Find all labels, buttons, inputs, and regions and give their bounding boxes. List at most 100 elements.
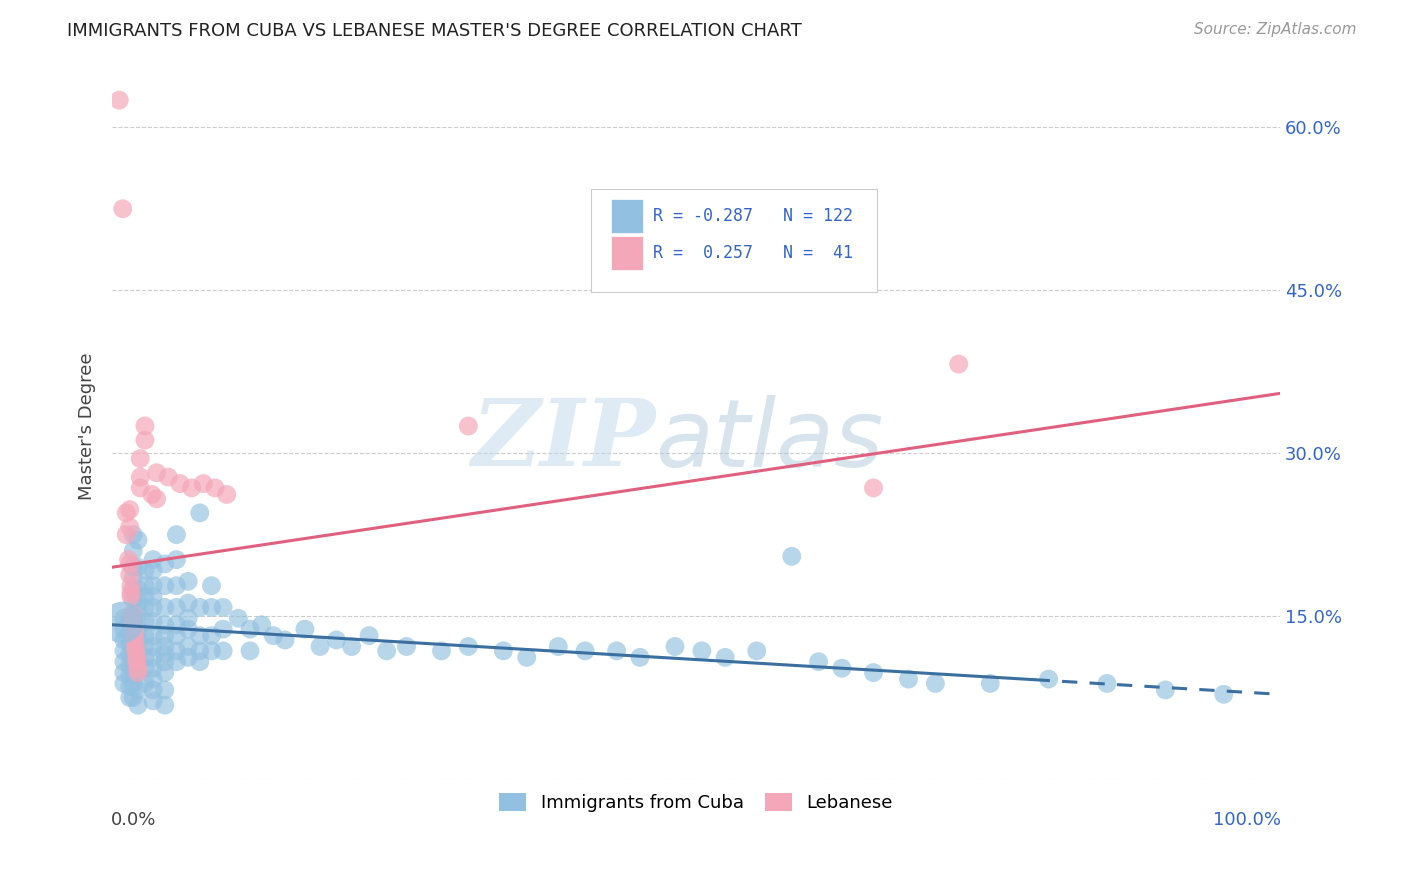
- Point: [127, 582, 149, 596]
- Point: [142, 590, 165, 604]
- Point: [129, 481, 152, 495]
- Point: [166, 629, 188, 643]
- Point: [122, 632, 145, 647]
- Text: R =  0.257   N =  41: R = 0.257 N = 41: [652, 244, 853, 262]
- Point: [690, 644, 713, 658]
- Point: [153, 682, 176, 697]
- Point: [122, 690, 145, 705]
- Point: [142, 661, 165, 675]
- Point: [153, 629, 176, 643]
- Point: [274, 632, 297, 647]
- Y-axis label: Master's Degree: Master's Degree: [79, 352, 96, 500]
- Text: R = -0.287   N = 122: R = -0.287 N = 122: [652, 207, 853, 225]
- Point: [157, 470, 180, 484]
- Point: [129, 470, 152, 484]
- Point: [134, 676, 156, 690]
- Text: ZIP: ZIP: [471, 395, 655, 485]
- Point: [745, 644, 768, 658]
- Point: [121, 611, 143, 625]
- Point: [457, 419, 479, 434]
- Point: [153, 647, 176, 661]
- Point: [166, 579, 188, 593]
- Point: [112, 611, 135, 625]
- Point: [166, 600, 188, 615]
- Point: [200, 600, 222, 615]
- Point: [215, 487, 238, 501]
- Point: [188, 600, 211, 615]
- Point: [1095, 676, 1118, 690]
- Point: [112, 622, 135, 636]
- FancyBboxPatch shape: [591, 189, 877, 292]
- Point: [457, 640, 479, 654]
- Point: [118, 657, 141, 672]
- Point: [125, 655, 148, 669]
- Point: [294, 622, 316, 636]
- Point: [134, 600, 156, 615]
- Point: [145, 491, 167, 506]
- Point: [127, 644, 149, 658]
- Point: [212, 644, 235, 658]
- Point: [125, 650, 148, 665]
- Point: [118, 669, 141, 683]
- Point: [122, 592, 145, 607]
- Point: [212, 622, 235, 636]
- Point: [127, 661, 149, 675]
- Point: [239, 622, 262, 636]
- Point: [153, 617, 176, 632]
- Point: [664, 640, 686, 654]
- Point: [122, 644, 145, 658]
- Point: [127, 560, 149, 574]
- Point: [121, 607, 143, 621]
- Point: [325, 632, 347, 647]
- Point: [200, 644, 222, 658]
- Point: [118, 647, 141, 661]
- Point: [122, 617, 145, 632]
- Point: [134, 433, 156, 447]
- Point: [1212, 687, 1234, 701]
- Point: [212, 600, 235, 615]
- Point: [127, 533, 149, 547]
- Point: [430, 644, 453, 658]
- Text: IMMIGRANTS FROM CUBA VS LEBANESE MASTER'S DEGREE CORRELATION CHART: IMMIGRANTS FROM CUBA VS LEBANESE MASTER'…: [67, 22, 803, 40]
- Point: [127, 655, 149, 669]
- Point: [142, 672, 165, 686]
- Point: [141, 487, 163, 501]
- Point: [177, 596, 200, 610]
- Point: [516, 650, 538, 665]
- Point: [112, 644, 135, 658]
- Point: [118, 557, 141, 571]
- FancyBboxPatch shape: [610, 236, 644, 270]
- Point: [127, 698, 149, 713]
- Point: [127, 607, 149, 621]
- Point: [166, 655, 188, 669]
- Point: [127, 622, 149, 636]
- Point: [166, 527, 188, 541]
- Point: [204, 481, 226, 495]
- Point: [142, 650, 165, 665]
- Point: [492, 644, 515, 658]
- Point: [134, 615, 156, 629]
- Point: [153, 640, 176, 654]
- Point: [142, 682, 165, 697]
- Point: [134, 661, 156, 675]
- Text: atlas: atlas: [655, 394, 883, 485]
- Point: [142, 579, 165, 593]
- Point: [177, 650, 200, 665]
- Point: [807, 655, 830, 669]
- Point: [188, 655, 211, 669]
- Legend: Immigrants from Cuba, Lebanese: Immigrants from Cuba, Lebanese: [492, 786, 900, 820]
- Point: [153, 655, 176, 669]
- Point: [250, 617, 273, 632]
- Point: [124, 629, 146, 643]
- Point: [628, 650, 651, 665]
- Point: [979, 676, 1001, 690]
- Point: [145, 466, 167, 480]
- Point: [122, 609, 145, 624]
- Point: [340, 640, 363, 654]
- Point: [134, 579, 156, 593]
- Point: [122, 665, 145, 680]
- Text: Source: ZipAtlas.com: Source: ZipAtlas.com: [1194, 22, 1357, 37]
- Point: [177, 611, 200, 625]
- Point: [153, 665, 176, 680]
- Point: [948, 357, 970, 371]
